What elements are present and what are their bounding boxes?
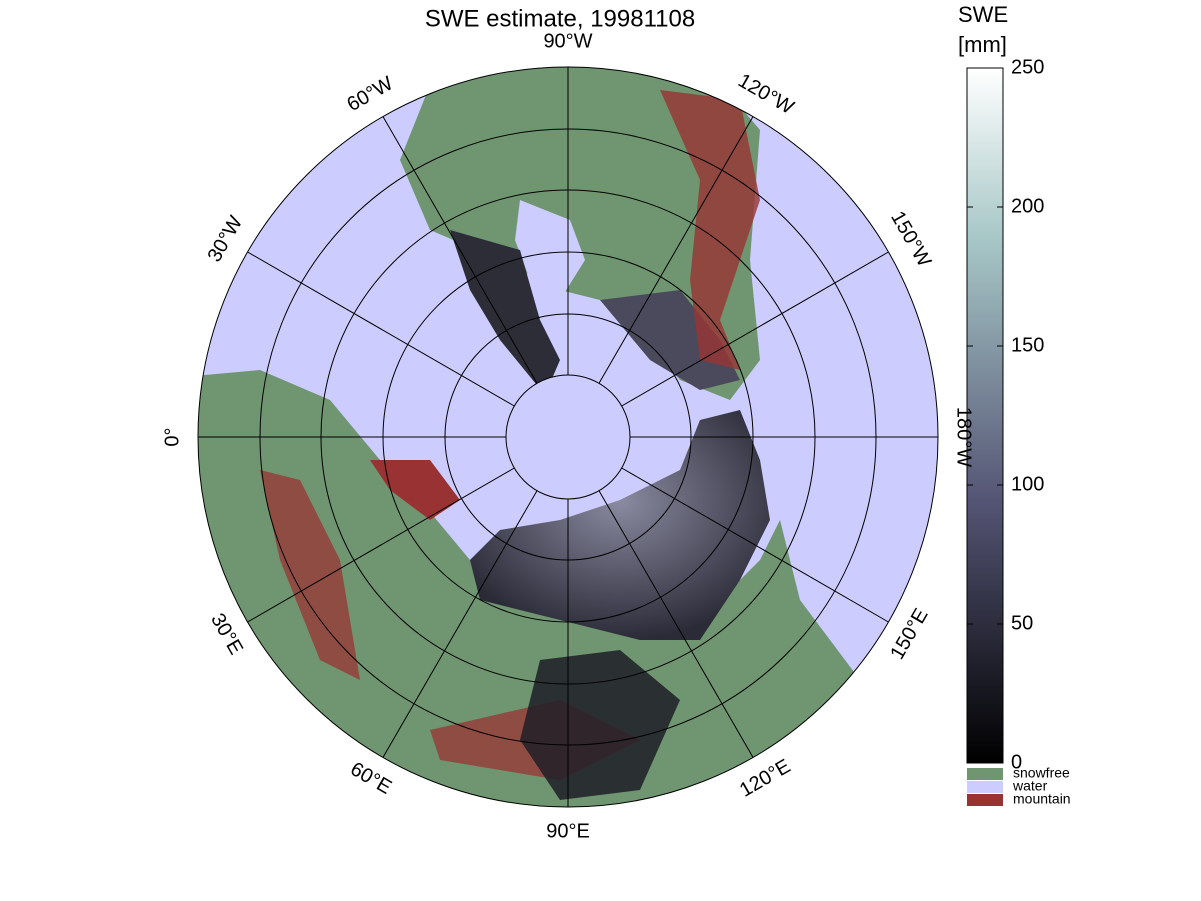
map [197, 66, 939, 808]
colorbar-label: [mm] [958, 32, 1007, 57]
legend-label: snowfree [1013, 765, 1070, 781]
colorbar-tick-label: 100 [1011, 473, 1044, 495]
colorbar-label: SWE [958, 2, 1008, 27]
lon-label: 0° [161, 427, 183, 446]
legend-label: water [1012, 778, 1048, 794]
legend-swatch [967, 794, 1003, 806]
colorbar-scale [966, 67, 1004, 764]
meridian [598, 490, 754, 758]
colorbar: SWE [mm] 0 50 100 150 200 250 snowfreewatermount… [958, 2, 1071, 807]
lon-label: 90°E [546, 820, 590, 842]
colorbar-tick-label: 250 [1011, 56, 1044, 78]
legend-label: mountain [1013, 791, 1071, 807]
lon-label: 30°W [203, 212, 247, 266]
meridian [382, 116, 538, 384]
title: SWE estimate, 19981108 [425, 5, 695, 32]
land [198, 67, 860, 807]
lon-label: 90°W [543, 30, 592, 52]
colorbar-tick-label: 200 [1011, 195, 1044, 217]
meridian [621, 251, 889, 407]
lon-label: 60°E [346, 758, 395, 799]
lon-label: 180°W [953, 407, 975, 467]
legend-swatch [967, 768, 1003, 780]
colorbar-tick-label: 0 [1011, 751, 1022, 773]
legend-swatch [967, 781, 1003, 793]
meridian [382, 490, 538, 758]
colorbar-tick-label: 150 [1011, 334, 1044, 356]
meridian [598, 116, 754, 384]
meridian [621, 467, 889, 623]
lon-label: 60°W [343, 72, 397, 116]
colorbar-tick-label: 50 [1011, 612, 1033, 634]
meridian [247, 251, 515, 407]
meridian [247, 467, 515, 623]
lon-label: 30°E [206, 610, 247, 659]
